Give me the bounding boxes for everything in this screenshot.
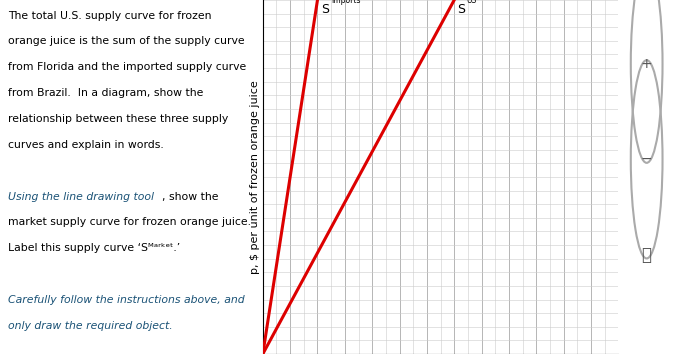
Text: relationship between these three supply: relationship between these three supply: [8, 114, 228, 124]
Text: curves and explain in words.: curves and explain in words.: [8, 140, 163, 150]
Text: −: −: [641, 152, 653, 166]
Text: US: US: [466, 0, 477, 5]
Text: only draw the required object.: only draw the required object.: [8, 321, 173, 331]
Text: Label this supply curve ‘Sᴹᵃʳᵏᵉᵗ.’: Label this supply curve ‘Sᴹᵃʳᵏᵉᵗ.’: [8, 243, 180, 253]
Text: S: S: [321, 3, 329, 16]
Text: , show the: , show the: [161, 192, 218, 201]
Text: Imports: Imports: [331, 0, 360, 5]
Text: S: S: [457, 3, 465, 16]
Text: orange juice is the sum of the supply curve: orange juice is the sum of the supply cu…: [8, 36, 244, 46]
Text: The total U.S. supply curve for frozen: The total U.S. supply curve for frozen: [8, 11, 211, 21]
Text: from Brazil.  In a diagram, show the: from Brazil. In a diagram, show the: [8, 88, 203, 98]
Y-axis label: p, $ per unit of frozen orange juice: p, $ per unit of frozen orange juice: [250, 80, 260, 274]
Text: ⧉: ⧉: [642, 246, 651, 264]
Text: Carefully follow the instructions above, and: Carefully follow the instructions above,…: [8, 295, 244, 305]
Text: +: +: [641, 57, 653, 71]
Text: from Florida and the imported supply curve: from Florida and the imported supply cur…: [8, 62, 246, 72]
Text: Using the line drawing tool: Using the line drawing tool: [8, 192, 154, 201]
Text: market supply curve for frozen orange juice.: market supply curve for frozen orange ju…: [8, 217, 251, 227]
